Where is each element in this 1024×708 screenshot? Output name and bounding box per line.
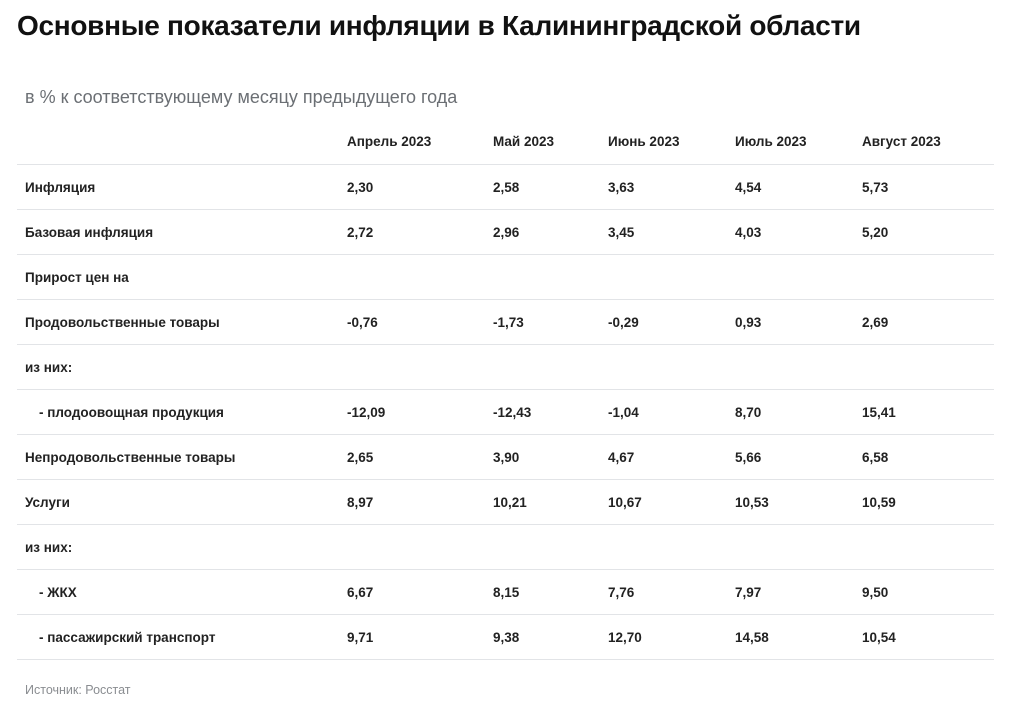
table-cell: -1,04 <box>600 389 727 435</box>
row-label: Базовая инфляция <box>17 209 339 255</box>
column-header-august-2023: Август 2023 <box>854 118 994 165</box>
table-cell: -0,76 <box>339 299 485 345</box>
table-cell: 4,67 <box>600 434 727 480</box>
table-cell: 5,73 <box>854 164 994 210</box>
table-cell <box>339 524 485 570</box>
row-label: Прирост цен на <box>17 254 339 300</box>
table-cell <box>727 524 854 570</box>
table-cell: 8,97 <box>339 479 485 525</box>
table-row: Продовольственные товары -0,76 -1,73 -0,29 0… <box>17 299 994 345</box>
table-cell: 8,15 <box>485 569 600 615</box>
row-label: Непродовольственные товары <box>17 434 339 480</box>
table-cell <box>854 344 994 390</box>
table-cell <box>485 524 600 570</box>
row-label: - пассажирский транспорт <box>17 614 339 660</box>
row-label: Услуги <box>17 479 339 525</box>
table-cell: 14,58 <box>727 614 854 660</box>
table-cell: 10,59 <box>854 479 994 525</box>
table-cell: 9,50 <box>854 569 994 615</box>
table-body: Инфляция 2,30 2,58 3,63 4,54 5,73 Базовая инфл… <box>17 164 994 660</box>
table-cell <box>600 254 727 300</box>
table-cell: 0,93 <box>727 299 854 345</box>
row-label: из них: <box>17 524 339 570</box>
table-row: Непродовольственные товары 2,65 3,90 4,67 5,… <box>17 434 994 480</box>
table-cell <box>727 254 854 300</box>
table-row: - ЖКХ 6,67 8,15 7,76 7,97 9,50 <box>17 569 994 615</box>
table-cell <box>727 344 854 390</box>
table-cell: 12,70 <box>600 614 727 660</box>
column-header-april-2023: Апрель 2023 <box>339 118 485 165</box>
table-cell <box>485 254 600 300</box>
table-row: - пассажирский транспорт 9,71 9,38 12,70 14,… <box>17 614 994 660</box>
table-row: Базовая инфляция 2,72 2,96 3,45 4,03 5,20 <box>17 209 994 255</box>
table-cell: 7,76 <box>600 569 727 615</box>
table-cell: 10,67 <box>600 479 727 525</box>
table-cell <box>600 344 727 390</box>
table-row: из них: <box>17 344 994 390</box>
page-title: Основные показатели инфляции в Калинингр… <box>17 10 861 41</box>
table-cell: 15,41 <box>854 389 994 435</box>
table-cell <box>339 254 485 300</box>
table-cell: 8,70 <box>727 389 854 435</box>
table-cell <box>854 524 994 570</box>
table-cell: 10,21 <box>485 479 600 525</box>
table-subtitle: в % к соответствующему месяцу предыдущег… <box>25 87 458 107</box>
table-cell <box>339 344 485 390</box>
table-header-row: Апрель 2023 Май 2023 Июнь 2023 Июль 2023… <box>17 118 994 165</box>
table-cell: 10,53 <box>727 479 854 525</box>
row-label: - плодоовощная продукция <box>17 389 339 435</box>
table-cell: 2,30 <box>339 164 485 210</box>
column-header-july-2023: Июль 2023 <box>727 118 854 165</box>
table-cell: 4,03 <box>727 209 854 255</box>
column-header-label <box>17 118 339 165</box>
table-row: Прирост цен на <box>17 254 994 300</box>
source-note: Источник: Росстат <box>25 683 131 697</box>
table-cell: 7,97 <box>727 569 854 615</box>
table-cell: -0,29 <box>600 299 727 345</box>
table-cell <box>485 344 600 390</box>
table-cell: 10,54 <box>854 614 994 660</box>
table-cell: 5,66 <box>727 434 854 480</box>
table-cell: -1,73 <box>485 299 600 345</box>
table-cell: 2,58 <box>485 164 600 210</box>
table-cell: 9,71 <box>339 614 485 660</box>
table-cell: 3,45 <box>600 209 727 255</box>
column-header-may-2023: Май 2023 <box>485 118 600 165</box>
row-label: Инфляция <box>17 164 339 210</box>
table-cell: -12,43 <box>485 389 600 435</box>
table-row: из них: <box>17 524 994 570</box>
table-cell: 2,69 <box>854 299 994 345</box>
table-cell: 4,54 <box>727 164 854 210</box>
table-cell: 6,67 <box>339 569 485 615</box>
table-cell: 3,90 <box>485 434 600 480</box>
table-row: Инфляция 2,30 2,58 3,63 4,54 5,73 <box>17 164 994 210</box>
table-row: - плодоовощная продукция -12,09 -12,43 -1,0… <box>17 389 994 435</box>
row-label: Продовольственные товары <box>17 299 339 345</box>
row-label: - ЖКХ <box>17 569 339 615</box>
table-cell: 9,38 <box>485 614 600 660</box>
column-header-june-2023: Июнь 2023 <box>600 118 727 165</box>
inflation-table: Апрель 2023 Май 2023 Июнь 2023 Июль 2023… <box>17 118 994 660</box>
table-row: Услуги 8,97 10,21 10,67 10,53 10,59 <box>17 479 994 525</box>
table-cell <box>600 524 727 570</box>
table-cell: 2,65 <box>339 434 485 480</box>
table-cell <box>854 254 994 300</box>
row-label: из них: <box>17 344 339 390</box>
table-cell: 6,58 <box>854 434 994 480</box>
table-cell: 2,96 <box>485 209 600 255</box>
table-cell: 3,63 <box>600 164 727 210</box>
table-cell: 5,20 <box>854 209 994 255</box>
table-cell: -12,09 <box>339 389 485 435</box>
table-cell: 2,72 <box>339 209 485 255</box>
